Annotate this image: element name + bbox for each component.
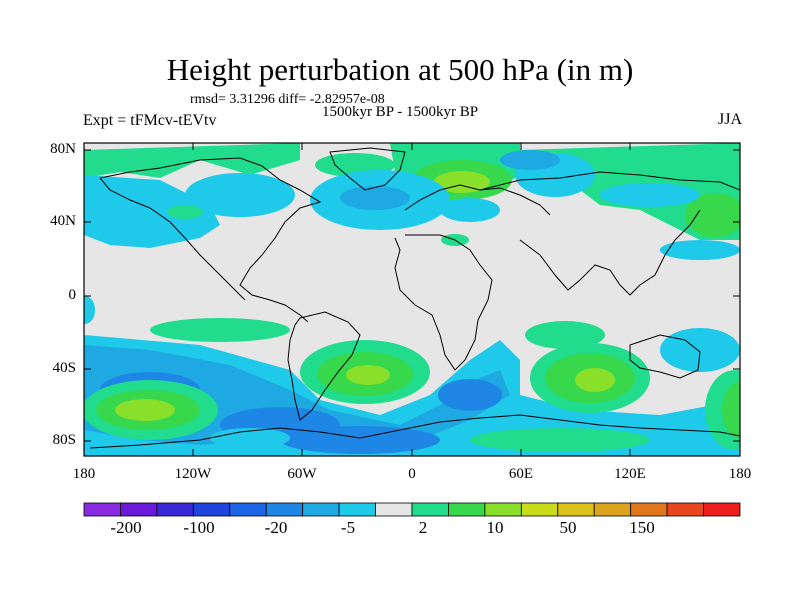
experiment-label: Expt = tFMcv-tEVtv xyxy=(83,112,217,129)
lat-tick-label: 40S xyxy=(52,360,76,376)
lon-tick-label: 180 xyxy=(72,466,96,482)
colorbar-label: -20 xyxy=(264,518,288,537)
colorbar-label: -200 xyxy=(110,518,142,537)
lon-tick-label: 180 xyxy=(728,466,752,482)
lat-tick-label: 40N xyxy=(50,213,76,229)
colorbar-swatch xyxy=(156,502,194,517)
colorbar-swatch xyxy=(484,502,522,517)
map-title: Height perturbation at 500 hPa (in m) xyxy=(166,52,634,87)
lat-tick-label: 0 xyxy=(68,287,77,303)
colorbar-swatch xyxy=(302,502,340,517)
colorbar-swatch xyxy=(593,502,632,517)
colorbar-swatch xyxy=(448,502,486,517)
lon-tick-label: 60E xyxy=(508,466,534,482)
colorbar-swatch xyxy=(120,502,158,517)
colorbar-swatch xyxy=(265,502,304,517)
colorbar-swatch xyxy=(703,502,741,517)
colorbar-swatch xyxy=(229,502,267,517)
colorbar-swatch xyxy=(666,502,704,517)
lat-tick-label: 80N xyxy=(50,141,76,157)
lat-tick-label: 80S xyxy=(52,432,76,448)
stats-label: rmsd= 3.31296 diff= -2.82957e-08 xyxy=(190,92,385,107)
colorbar-label: 2 xyxy=(418,518,428,537)
colorbar-swatch xyxy=(520,502,559,517)
colorbar-swatch xyxy=(83,502,121,517)
lon-tick-label: 120W xyxy=(174,466,212,482)
colorbar-label: 150 xyxy=(629,518,655,537)
colorbar-swatch xyxy=(630,502,668,517)
colorbar-swatch xyxy=(557,502,595,517)
season-label: JJA xyxy=(717,111,742,128)
coastlines xyxy=(89,147,740,449)
lon-tick-label: 60W xyxy=(287,466,317,482)
colorbar-swatch xyxy=(375,502,413,517)
contour-field xyxy=(84,143,740,456)
axis-ticks xyxy=(83,143,741,456)
lon-tick-label: 0 xyxy=(408,466,416,482)
colorbar-label: -5 xyxy=(340,518,356,537)
colorbar-swatch xyxy=(338,502,376,517)
colorbar-swatch xyxy=(192,502,231,517)
colorbar-label: 10 xyxy=(486,518,504,537)
colorbar-label: 50 xyxy=(559,518,577,537)
colorbar-swatch xyxy=(411,502,449,517)
colorbar-label: -100 xyxy=(183,518,215,537)
lon-tick-label: 120E xyxy=(614,466,646,482)
period-label: 1500kyr BP - 1500kyr BP xyxy=(321,104,479,120)
